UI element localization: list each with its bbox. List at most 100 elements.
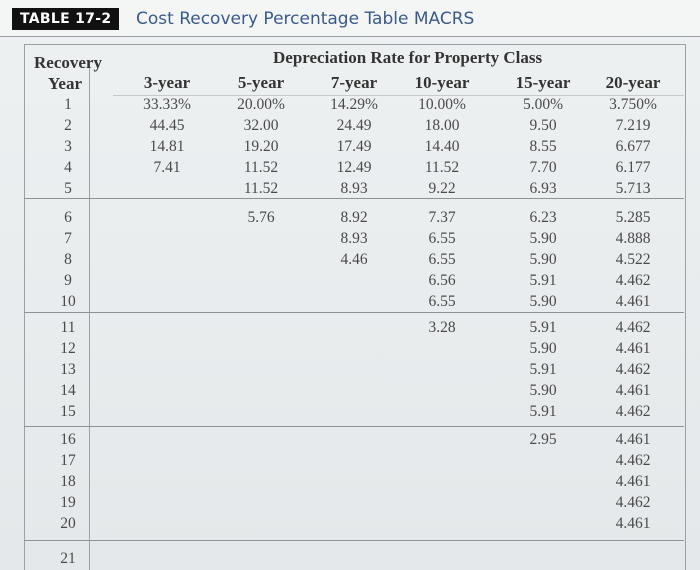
- rate-cell: 6.677: [615, 138, 651, 155]
- rate-cell: 6.56: [428, 272, 456, 289]
- rate-cell: 11.52: [243, 159, 279, 176]
- rate-cell: 3.28: [428, 319, 456, 336]
- recovery-year-cell: 4: [64, 159, 72, 176]
- recovery-year-cell: 12: [60, 340, 76, 357]
- rate-cell: 5.285: [615, 209, 651, 226]
- recovery-year-cell: 7: [64, 230, 72, 247]
- rate-cell: 4.462: [615, 272, 651, 289]
- recovery-year-cell: 14: [60, 382, 76, 399]
- rate-cell: 11.52: [424, 159, 460, 176]
- recovery-year-cell: 17: [60, 452, 76, 469]
- rate-cell: 7.219: [615, 117, 651, 134]
- rate-cell: 11.52: [243, 180, 279, 197]
- rate-cell: 6.23: [529, 209, 557, 226]
- rate-cell: 14.29%: [330, 96, 378, 113]
- rate-cell: 5.91: [529, 361, 557, 378]
- row-group-divider: [24, 198, 684, 199]
- rate-cell: 4.462: [615, 319, 651, 336]
- recovery-year-cell: 8: [64, 251, 72, 268]
- rate-cell: 24.49: [336, 117, 372, 134]
- rate-cell: 4.461: [615, 515, 651, 532]
- title-bar: TABLE 17-2 Cost Recovery Percentage Tabl…: [0, 0, 700, 37]
- recovery-header: Recovery: [34, 53, 102, 72]
- recovery-year-cell: 3: [64, 138, 72, 155]
- recovery-column-divider: [89, 60, 90, 570]
- rate-cell: 7.41: [153, 159, 181, 176]
- rate-cell: 5.91: [529, 319, 557, 336]
- group-header: Depreciation Rate for Property Class: [273, 48, 543, 67]
- rate-cell: 14.81: [149, 138, 185, 155]
- rate-cell: 20.00%: [237, 96, 285, 113]
- recovery-year-cell: 2: [64, 117, 72, 134]
- recovery-year-cell: 21: [60, 550, 76, 567]
- rate-cell: 4.461: [615, 473, 651, 490]
- row-group-divider: [24, 540, 684, 541]
- rate-cell: 6.55: [428, 293, 456, 310]
- recovery-year-cell: 11: [60, 319, 76, 336]
- rate-cell: 44.45: [149, 117, 185, 134]
- rate-cell: 4.461: [615, 293, 651, 310]
- column-header-20-year: 20-year: [605, 73, 661, 92]
- recovery-year-cell: 18: [60, 473, 76, 490]
- recovery-year-cell: 1: [64, 96, 72, 113]
- recovery-year-cell: 5: [64, 180, 72, 197]
- rate-cell: 5.90: [529, 340, 557, 357]
- rate-cell: 4.462: [615, 403, 651, 420]
- rate-cell: 4.461: [615, 382, 651, 399]
- rate-cell: 5.76: [247, 209, 275, 226]
- recovery-year-cell: 6: [64, 209, 72, 226]
- recovery-year-cell: 20: [60, 515, 76, 532]
- rate-cell: 6.177: [615, 159, 651, 176]
- rate-cell: 8.92: [340, 209, 368, 226]
- column-header-10-year: 10-year: [414, 73, 470, 92]
- rate-cell: 32.00: [243, 117, 279, 134]
- rate-cell: 4.522: [615, 251, 651, 268]
- rate-cell: 6.93: [529, 180, 557, 197]
- rate-cell: 14.40: [424, 138, 460, 155]
- column-header-15-year: 15-year: [515, 73, 571, 92]
- rate-cell: 12.49: [336, 159, 372, 176]
- row-group-divider: [24, 426, 684, 427]
- rate-cell: 7.70: [529, 159, 557, 176]
- rate-cell: 17.49: [336, 138, 372, 155]
- rate-cell: 5.90: [529, 230, 557, 247]
- rate-cell: 5.00%: [522, 96, 564, 113]
- rate-cell: 18.00: [424, 117, 460, 134]
- rate-cell: 3.750%: [609, 96, 657, 113]
- rate-cell: 4.462: [615, 361, 651, 378]
- rate-cell: 5.91: [529, 272, 557, 289]
- table-number-badge: TABLE 17-2: [12, 8, 120, 30]
- rate-cell: 5.91: [529, 403, 557, 420]
- rate-cell: 8.93: [340, 230, 368, 247]
- header-rule: [113, 95, 684, 96]
- year-header: Year: [48, 74, 82, 93]
- rate-cell: 4.462: [615, 494, 651, 511]
- column-header-7-year: 7-year: [330, 73, 378, 92]
- rate-cell: 2.95: [529, 431, 557, 448]
- rate-cell: 5.713: [615, 180, 651, 197]
- rate-cell: 4.461: [615, 340, 651, 357]
- table-frame: [24, 44, 686, 570]
- recovery-year-cell: 13: [60, 361, 76, 378]
- recovery-year-cell: 16: [60, 431, 76, 448]
- rate-cell: 4.46: [340, 251, 368, 268]
- column-header-3-year: 3-year: [143, 73, 191, 92]
- table-title: Cost Recovery Percentage Table MACRS: [136, 9, 475, 29]
- recovery-year-cell: 9: [64, 272, 72, 289]
- rate-cell: 5.90: [529, 382, 557, 399]
- recovery-year-cell: 19: [60, 494, 76, 511]
- rate-cell: 4.888: [615, 230, 651, 247]
- rate-cell: 4.462: [615, 452, 651, 469]
- rate-cell: 5.90: [529, 251, 557, 268]
- rate-cell: 7.37: [428, 209, 456, 226]
- recovery-year-cell: 15: [60, 403, 76, 420]
- rate-cell: 5.90: [529, 293, 557, 310]
- rate-cell: 4.461: [615, 431, 651, 448]
- row-group-divider: [24, 312, 684, 313]
- column-header-5-year: 5-year: [237, 73, 285, 92]
- rate-cell: 19.20: [243, 138, 279, 155]
- recovery-year-cell: 10: [60, 293, 76, 310]
- rate-cell: 10.00%: [418, 96, 466, 113]
- rate-cell: 8.93: [340, 180, 368, 197]
